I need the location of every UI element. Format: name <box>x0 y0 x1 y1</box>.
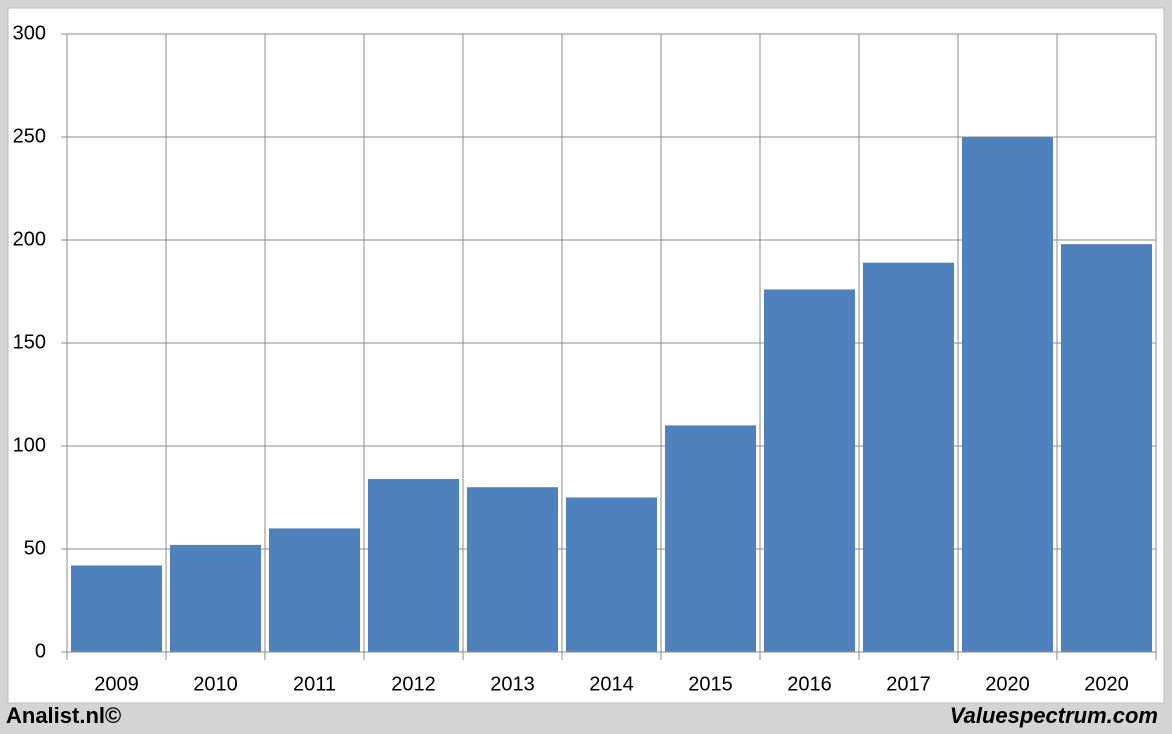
bar <box>763 289 856 652</box>
bar <box>367 478 460 652</box>
bar <box>466 487 559 652</box>
x-tick-label: 2014 <box>589 673 634 695</box>
bar <box>70 565 163 652</box>
bar <box>862 262 955 652</box>
x-tick-label: 2020 <box>1084 673 1129 695</box>
y-tick-label: 100 <box>13 434 46 456</box>
bar <box>1060 244 1153 652</box>
y-tick-label: 0 <box>35 640 46 662</box>
x-tick-label: 2013 <box>490 673 535 695</box>
x-tick-label: 2009 <box>94 673 139 695</box>
y-tick-label: 250 <box>13 125 46 147</box>
y-tick-label: 150 <box>13 331 46 353</box>
x-tick-label: 2012 <box>391 673 436 695</box>
footer-right: Valuespectrum.com <box>950 703 1158 728</box>
y-tick-label: 300 <box>13 22 46 44</box>
bar <box>268 528 361 652</box>
footer-left: Analist.nl© <box>6 703 121 728</box>
x-tick-label: 2017 <box>886 673 931 695</box>
x-tick-label: 2020 <box>985 673 1030 695</box>
x-tick-label: 2015 <box>688 673 733 695</box>
x-tick-label: 2010 <box>193 673 238 695</box>
y-tick-label: 200 <box>13 228 46 250</box>
bar <box>961 137 1054 652</box>
bar <box>169 544 262 652</box>
y-tick-label: 50 <box>24 537 46 559</box>
x-tick-label: 2011 <box>293 673 336 695</box>
x-tick-label: 2016 <box>787 673 832 695</box>
bar <box>565 497 658 652</box>
bar <box>664 425 757 652</box>
